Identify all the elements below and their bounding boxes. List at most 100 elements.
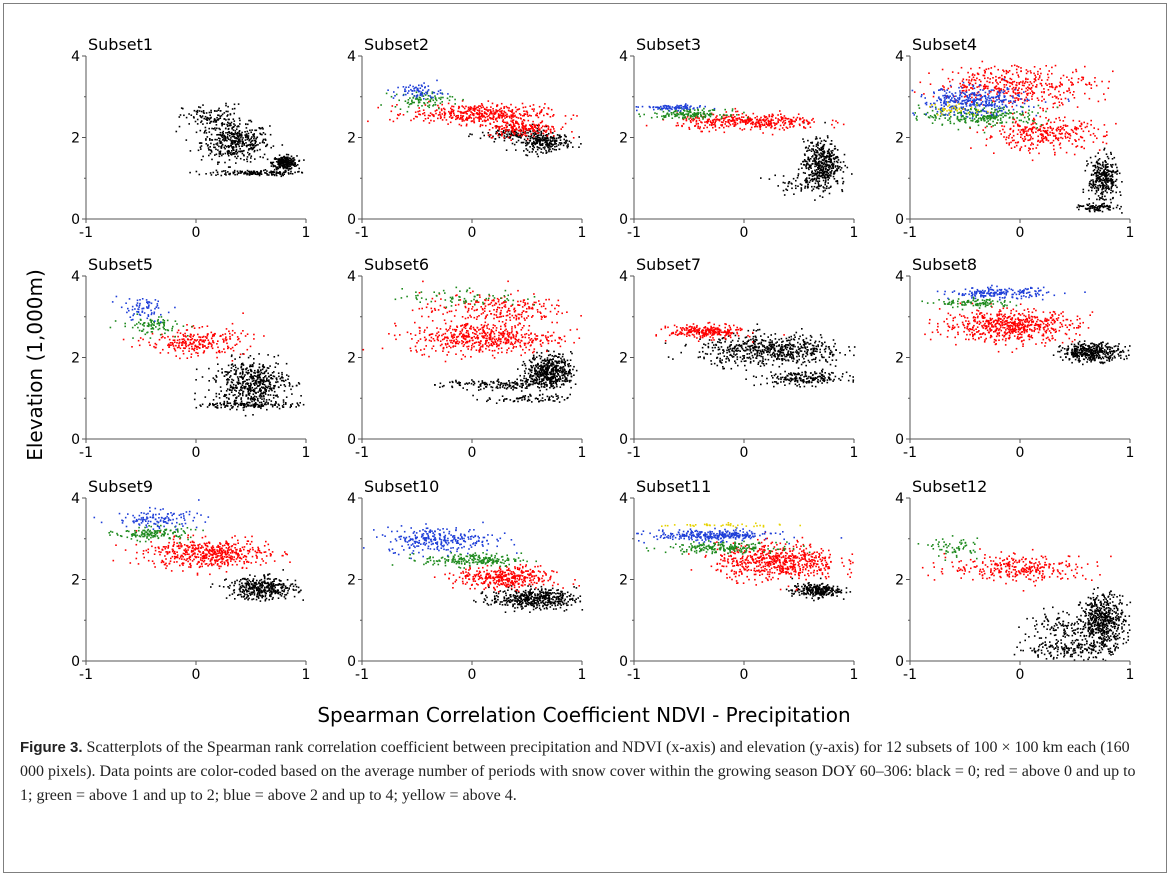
data-point <box>826 171 828 174</box>
data-point <box>692 119 694 122</box>
data-point <box>744 119 747 122</box>
data-point <box>685 113 687 115</box>
data-point <box>804 172 806 174</box>
data-point <box>921 94 923 96</box>
data-point <box>259 148 261 151</box>
data-point <box>428 122 431 124</box>
data-point <box>971 103 973 106</box>
data-point <box>1047 89 1050 91</box>
data-point <box>1101 167 1103 170</box>
data-point <box>653 108 655 111</box>
data-point <box>429 99 431 101</box>
data-point <box>432 105 434 107</box>
data-point <box>818 172 821 175</box>
data-point <box>229 122 232 125</box>
data-point <box>1094 206 1097 209</box>
data-point <box>749 128 752 131</box>
y-tick-label: 4 <box>619 49 628 65</box>
data-point <box>950 86 952 88</box>
data-point <box>809 126 812 128</box>
data-point <box>824 173 827 176</box>
data-point <box>195 170 198 173</box>
data-point <box>1052 106 1054 109</box>
data-point <box>200 159 203 161</box>
data-point <box>526 141 528 144</box>
data-point <box>404 100 407 102</box>
data-point <box>813 174 815 177</box>
data-point <box>831 152 833 154</box>
data-point <box>506 122 508 125</box>
data-point <box>1095 187 1098 189</box>
data-point <box>1037 129 1039 132</box>
data-point <box>513 133 516 136</box>
data-point <box>723 118 725 120</box>
data-point <box>799 117 801 120</box>
data-point <box>529 128 531 130</box>
data-point <box>1110 189 1112 191</box>
data-point <box>1029 148 1031 150</box>
data-point <box>1027 149 1030 152</box>
data-point <box>266 158 269 161</box>
data-point <box>556 134 559 136</box>
data-point <box>940 104 943 106</box>
data-point <box>178 125 181 128</box>
data-point <box>665 106 668 108</box>
data-point <box>525 148 528 150</box>
data-point <box>552 115 554 117</box>
data-point <box>457 110 459 113</box>
data-point <box>1018 83 1021 85</box>
data-point <box>1029 138 1032 140</box>
data-point <box>836 160 838 163</box>
data-point <box>481 116 484 118</box>
data-point <box>510 114 512 116</box>
data-point <box>1107 157 1110 160</box>
data-point <box>825 140 827 142</box>
data-point <box>542 146 545 149</box>
data-point <box>757 120 760 123</box>
data-point <box>765 121 768 124</box>
data-point <box>189 171 191 174</box>
data-point <box>771 113 774 116</box>
data-point <box>824 121 826 124</box>
data-point <box>433 120 435 122</box>
data-point <box>246 138 249 141</box>
data-point <box>813 172 815 175</box>
data-point <box>1101 173 1103 176</box>
data-point <box>1023 116 1026 119</box>
data-point <box>720 124 722 126</box>
data-point <box>1001 77 1003 80</box>
data-point <box>1013 112 1016 114</box>
data-point <box>760 125 762 128</box>
data-point <box>281 157 284 160</box>
data-point <box>553 137 556 140</box>
data-point <box>1064 133 1067 135</box>
data-point <box>218 134 221 136</box>
data-point <box>522 115 524 117</box>
data-point <box>1013 118 1016 121</box>
data-point <box>295 165 297 167</box>
data-point <box>527 132 529 134</box>
data-point <box>486 115 489 118</box>
data-point <box>500 112 503 115</box>
data-point <box>264 169 267 171</box>
data-point <box>1012 134 1015 137</box>
data-point <box>474 107 476 110</box>
data-point <box>225 102 227 105</box>
data-point <box>468 107 471 110</box>
data-point <box>1082 205 1085 207</box>
data-point <box>1101 172 1103 174</box>
data-point <box>973 101 975 103</box>
data-point <box>811 172 814 175</box>
data-point <box>816 162 818 165</box>
data-point <box>800 187 803 189</box>
data-point <box>1012 96 1014 99</box>
data-point <box>1040 130 1042 132</box>
data-point <box>513 112 515 114</box>
data-point <box>783 129 785 131</box>
data-point <box>969 99 971 102</box>
data-point <box>230 151 232 154</box>
data-point <box>970 105 972 107</box>
data-point <box>535 136 537 138</box>
data-point <box>1104 98 1106 101</box>
data-point <box>547 113 549 116</box>
